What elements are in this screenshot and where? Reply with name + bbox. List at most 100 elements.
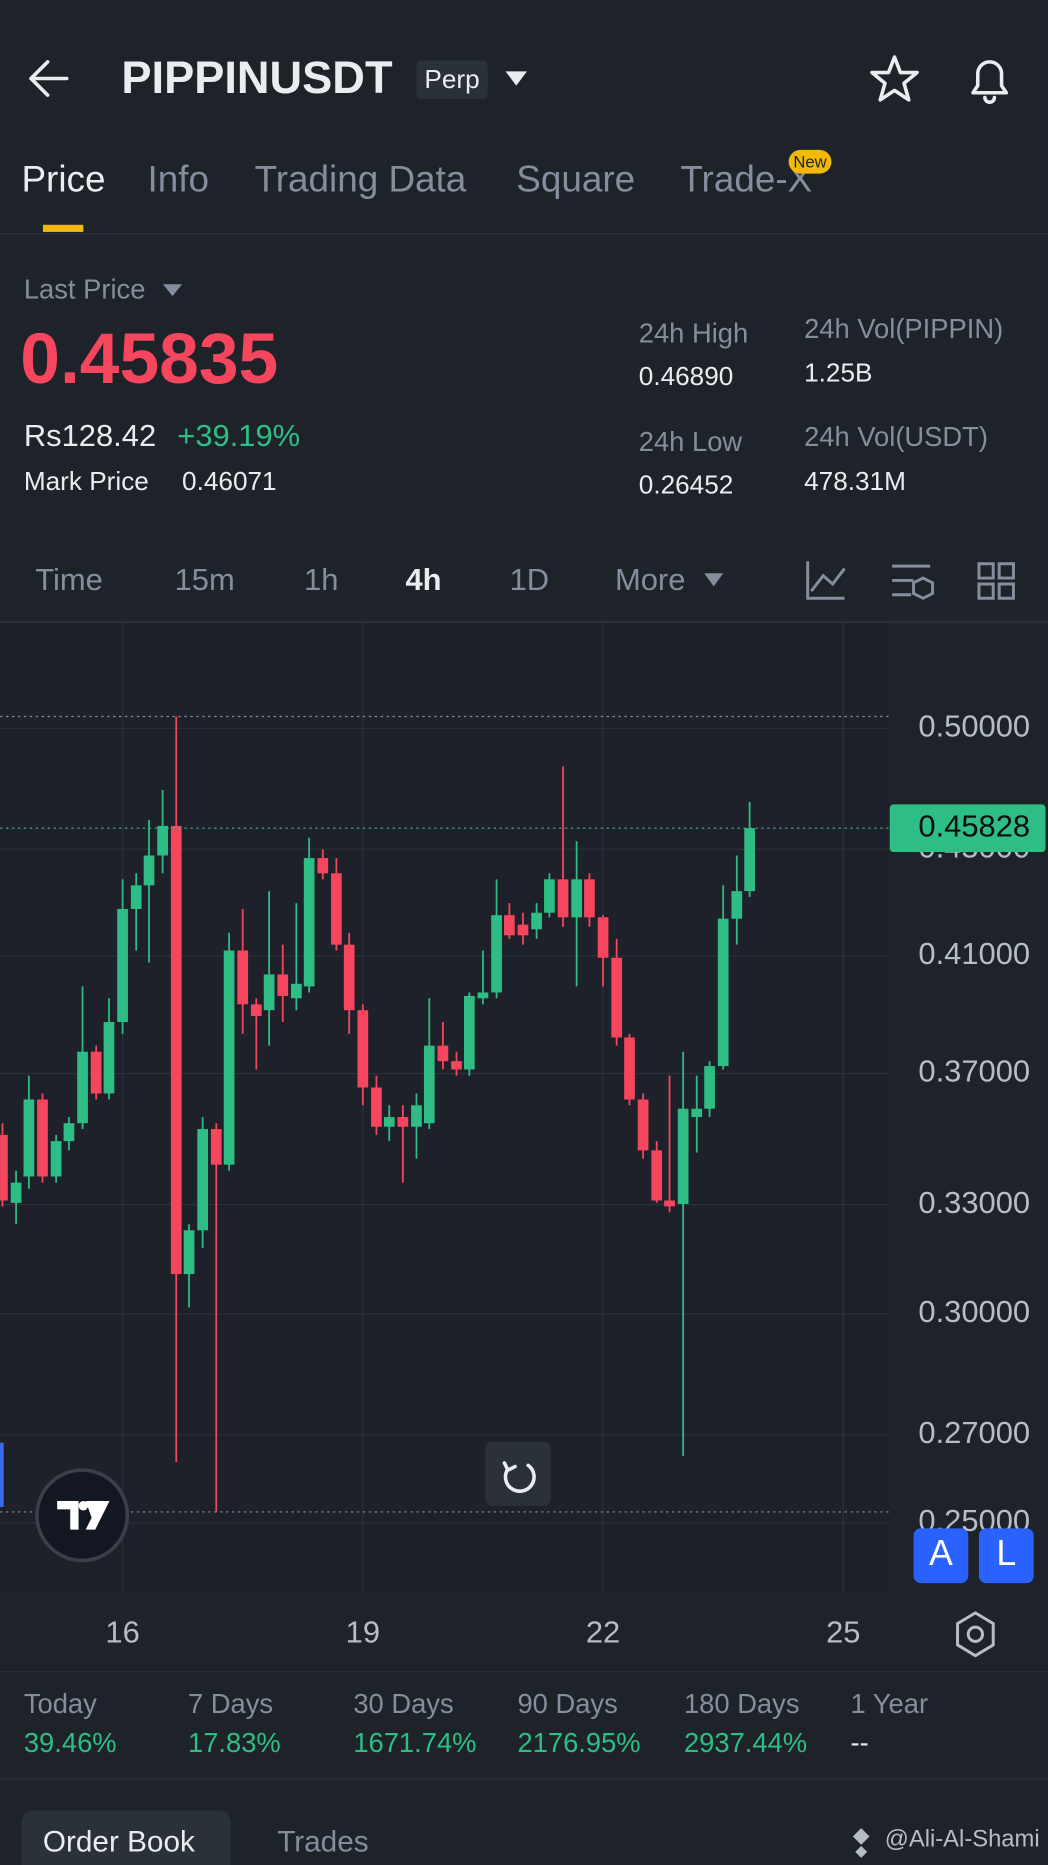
fiat-price: Rs128.42 — [24, 418, 156, 453]
period-label: Today — [24, 1688, 97, 1719]
candle-body — [23, 1099, 35, 1177]
interval[interactable]: 15m — [175, 562, 235, 597]
candle-body — [277, 974, 289, 996]
tab[interactable]: Info — [148, 159, 209, 200]
watermark: @Ali-Al-Shami — [885, 1825, 1040, 1852]
candle-body — [250, 1004, 262, 1017]
candle-body — [637, 1099, 649, 1151]
y-tick-label: 0.27000 — [918, 1415, 1030, 1450]
last-price-label: Last Price — [24, 274, 146, 305]
candle-body — [544, 879, 555, 913]
period-value: 1671.74% — [353, 1727, 476, 1758]
period-value: -- — [850, 1727, 868, 1758]
log-button[interactable]: L — [996, 1533, 1016, 1573]
change: +39.19% — [177, 418, 300, 453]
stat-label: 24h High — [639, 318, 748, 349]
bottom-tab[interactable]: Order Book — [43, 1825, 195, 1858]
period-label: 90 Days — [517, 1688, 617, 1719]
auto-button-bg[interactable] — [913, 1528, 969, 1584]
candles — [0, 715, 890, 1513]
tv-dot — [78, 1501, 89, 1511]
settings-icon[interactable] — [892, 564, 935, 600]
candle-body — [611, 957, 623, 1038]
candle-body — [517, 924, 529, 936]
stat-value: 478.31M — [804, 466, 906, 496]
last-price-tag-bg — [889, 804, 1046, 852]
candle-body — [477, 992, 489, 999]
candle-body — [371, 1087, 382, 1127]
candle-body — [717, 918, 729, 1067]
candle-body — [317, 858, 329, 874]
alerts[interactable] — [971, 60, 1009, 105]
favorite[interactable] — [870, 55, 919, 102]
candle-body — [731, 891, 743, 919]
stat-label: 24h Vol(PIPPIN) — [804, 313, 1003, 344]
y-tick-label: 0.33000 — [918, 1185, 1030, 1220]
reset-button[interactable] — [485, 1441, 551, 1506]
tv-mark — [57, 1501, 110, 1530]
stat-value: 1.25B — [804, 358, 872, 388]
back-button[interactable] — [29, 60, 69, 97]
candle-body — [744, 828, 755, 892]
divider — [0, 1778, 1048, 1780]
tab[interactable]: Square — [516, 159, 635, 200]
period-value: 2937.44% — [684, 1727, 807, 1758]
candle-body — [103, 1021, 115, 1094]
badge-bg — [416, 60, 488, 99]
y-tick-label: 0.41000 — [918, 936, 1030, 971]
edge-marker — [0, 1442, 4, 1507]
candle-body — [63, 1123, 75, 1142]
candle-body — [170, 825, 182, 1275]
interval[interactable]: More — [615, 562, 685, 597]
candle-body — [597, 917, 609, 958]
y-tick-label: 0.50000 — [918, 709, 1030, 744]
candle-body — [50, 1141, 62, 1177]
candle-body — [183, 1230, 195, 1275]
candle-body — [291, 983, 302, 999]
tab[interactable]: Price — [21, 159, 105, 200]
interval[interactable]: Time — [35, 562, 103, 597]
candle-body — [691, 1108, 703, 1118]
auto-button[interactable]: A — [929, 1533, 953, 1573]
mark-price-label: Mark Price — [24, 466, 149, 496]
stat-value: 0.46890 — [639, 361, 734, 391]
chart-settings[interactable] — [956, 1611, 995, 1658]
candle-body — [130, 885, 142, 909]
candle-body — [331, 873, 342, 945]
candle-body — [704, 1066, 715, 1109]
x-tick-label: 19 — [346, 1614, 380, 1649]
candle-body — [571, 879, 582, 918]
period-value: 39.46% — [24, 1727, 117, 1758]
logo — [852, 1828, 870, 1858]
candle-body — [77, 1051, 88, 1124]
candle-body — [0, 1134, 8, 1201]
candle-body — [677, 1108, 689, 1204]
period-value: 17.83% — [188, 1727, 281, 1758]
tradingview-logo[interactable] — [35, 1468, 130, 1563]
interval[interactable]: 1D — [510, 562, 550, 597]
chart-settings-dot — [966, 1625, 985, 1643]
last-price-tag: 0.45828 — [918, 808, 1030, 843]
indicator-icon[interactable] — [806, 561, 846, 600]
bottom-tab[interactable]: Trades — [277, 1825, 368, 1858]
interval[interactable]: 1h — [304, 562, 338, 597]
performance: Today 39.46% 7 Days 17.83% 30 Days 1671.74% 90… — [24, 1688, 928, 1758]
dropdown[interactable] — [704, 573, 724, 587]
new-badge-bg — [788, 149, 832, 174]
candle-body — [463, 995, 475, 1070]
candle-body — [210, 1129, 222, 1165]
candle-body — [624, 1037, 635, 1100]
log-button-bg[interactable] — [978, 1528, 1034, 1584]
dropdown[interactable] — [163, 284, 183, 297]
candle-body — [411, 1105, 422, 1127]
interval[interactable]: 4h — [405, 562, 441, 597]
symbol-dropdown[interactable] — [505, 71, 527, 86]
x-tick-label: 22 — [586, 1614, 620, 1649]
layout-icon[interactable] — [977, 562, 1015, 600]
candle-body — [664, 1200, 675, 1207]
candle-body — [557, 879, 569, 918]
candle-body — [357, 1010, 369, 1088]
tab[interactable]: Trading Data — [255, 159, 467, 200]
plot-area — [0, 623, 890, 1594]
